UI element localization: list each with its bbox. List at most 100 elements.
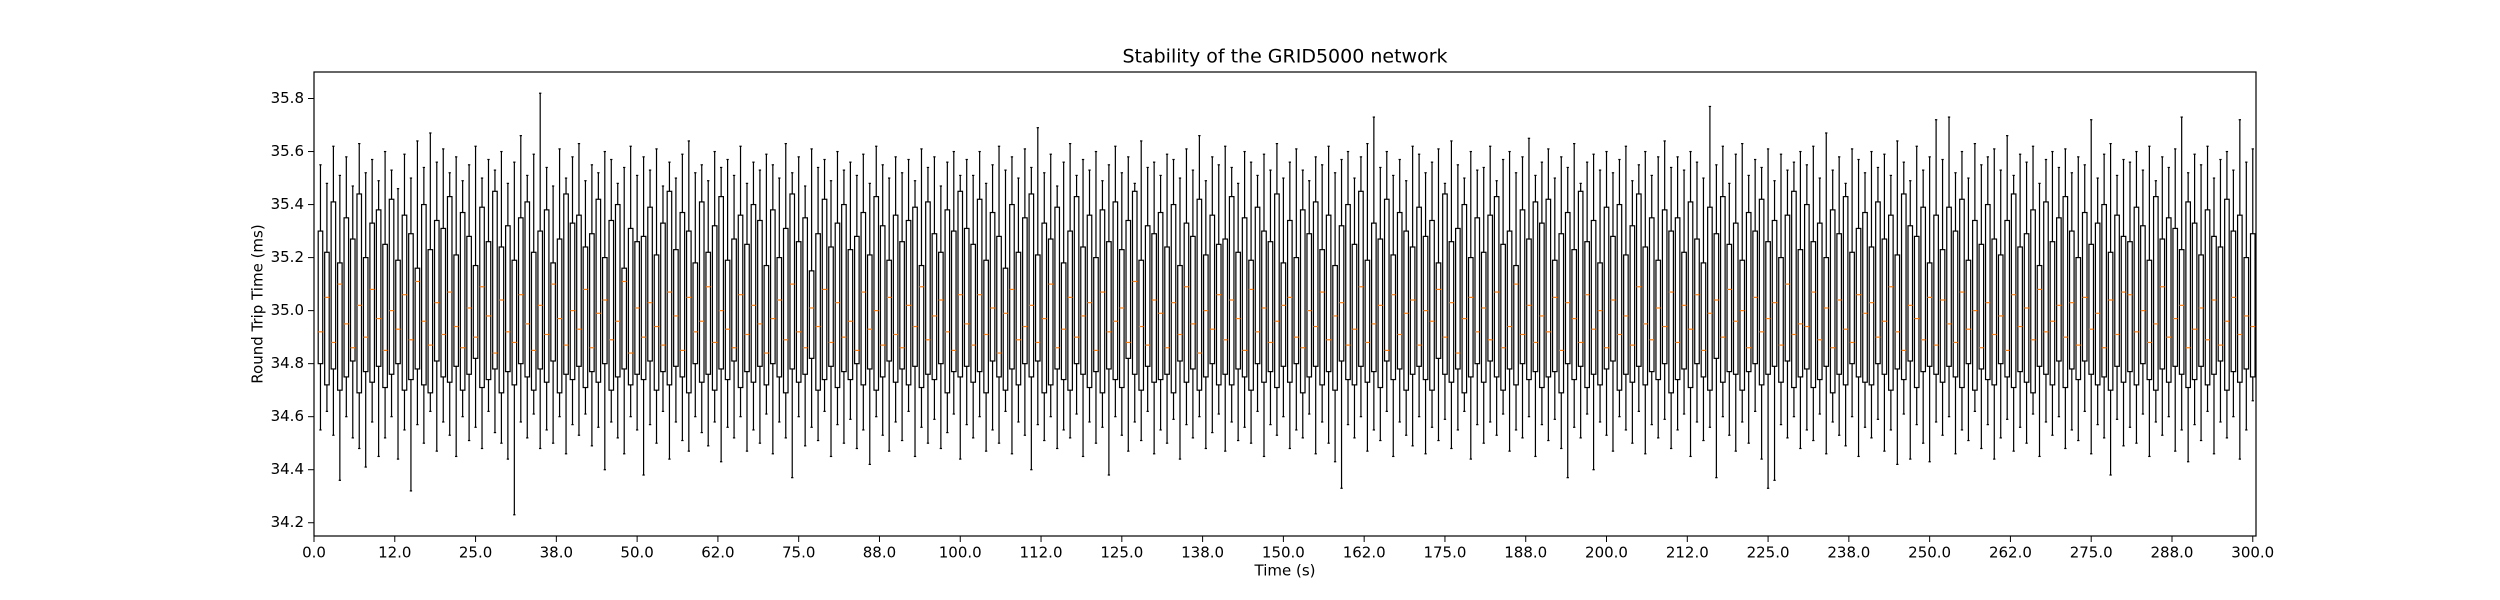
box: [744, 243, 750, 373]
box: [1254, 206, 1261, 365]
box: [1267, 241, 1274, 373]
box: [1707, 206, 1713, 391]
box: [550, 262, 556, 362]
box: [440, 227, 447, 378]
box: [1803, 203, 1810, 370]
box: [2081, 211, 2088, 362]
box: [679, 211, 686, 378]
box: [2094, 222, 2101, 386]
box: [757, 219, 763, 367]
box: [2224, 198, 2230, 391]
box: [1467, 257, 1474, 378]
box: [1047, 238, 1054, 386]
box: [517, 217, 524, 365]
box: [1933, 214, 1939, 375]
box: [1022, 217, 1028, 365]
box: [1577, 190, 1584, 367]
box: [446, 196, 453, 383]
box: [1855, 227, 1862, 378]
box: [2004, 219, 2011, 378]
box: [408, 233, 414, 381]
box: [1041, 222, 1048, 394]
box: [492, 190, 498, 370]
box: [1099, 209, 1106, 394]
box: [479, 206, 485, 389]
box: [2159, 238, 2166, 370]
x-tick-label: 25.0: [459, 544, 492, 562]
box: [2172, 227, 2179, 367]
box: [938, 251, 944, 365]
box: [899, 241, 905, 370]
box: [1655, 259, 1662, 381]
box: [1351, 243, 1358, 386]
box: [1286, 219, 1293, 383]
box: [1235, 251, 1242, 370]
box: [983, 259, 989, 394]
box: [2107, 251, 2114, 391]
box: [847, 249, 854, 381]
box: [1390, 254, 1397, 381]
x-tick-label: 275.0: [2070, 544, 2113, 562]
box: [2010, 193, 2017, 389]
box: [1674, 217, 1681, 381]
box: [1319, 249, 1326, 386]
box: [2178, 249, 2185, 375]
x-tick-label: 212.0: [1666, 544, 1709, 562]
box: [627, 227, 634, 386]
box: [1151, 233, 1157, 383]
box: [640, 235, 647, 381]
box: [1170, 203, 1177, 394]
box: [769, 209, 776, 365]
box: [2204, 209, 2211, 386]
box: [1112, 201, 1119, 381]
x-tick-label: 238.0: [1827, 544, 1870, 562]
box: [1416, 206, 1422, 367]
box: [608, 219, 615, 391]
box: [1758, 198, 1765, 386]
box: [2191, 222, 2198, 381]
box: [1597, 262, 1603, 386]
box: [485, 241, 492, 381]
box: [382, 243, 388, 389]
box: [1648, 217, 1655, 373]
box: [1067, 230, 1073, 391]
box: [957, 190, 964, 378]
box: [1545, 198, 1552, 378]
box: [711, 225, 718, 391]
box: [459, 211, 466, 391]
box: [1299, 209, 1306, 394]
box: [912, 206, 918, 367]
box: [1823, 257, 1830, 367]
box: [931, 233, 938, 381]
box: [1526, 238, 1532, 381]
box: [1635, 193, 1642, 367]
x-tick-label: 100.0: [939, 544, 982, 562]
box: [1261, 230, 1267, 383]
box: [582, 246, 589, 389]
box: [433, 219, 440, 362]
box: [1984, 203, 1991, 381]
box: [1358, 190, 1364, 367]
box: [2127, 241, 2133, 373]
box: [1894, 254, 1901, 370]
x-axis-label: Time (s): [1254, 562, 1316, 580]
x-tick-label: 162.0: [1343, 544, 1386, 562]
box: [537, 230, 544, 370]
box: [873, 196, 880, 391]
box: [918, 264, 925, 389]
box: [1732, 222, 1739, 375]
box: [1784, 214, 1791, 362]
x-tick-label: 50.0: [620, 544, 653, 562]
box: [1493, 196, 1500, 378]
box: [1849, 251, 1855, 365]
box: [2049, 241, 2056, 386]
box: [2114, 214, 2120, 367]
box: [1060, 262, 1067, 381]
box: [2030, 209, 2036, 394]
box: [1215, 243, 1222, 386]
box: [1429, 219, 1435, 391]
box: [1907, 225, 1914, 362]
box: [589, 233, 595, 373]
box: [2230, 230, 2237, 373]
